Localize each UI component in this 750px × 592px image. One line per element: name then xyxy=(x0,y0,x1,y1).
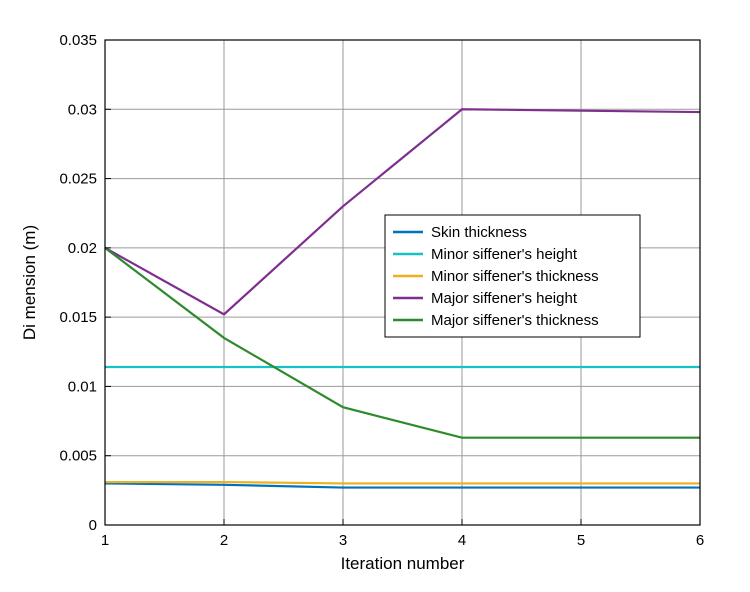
x-axis-label: Iteration number xyxy=(341,554,465,573)
x-tick-label: 6 xyxy=(696,532,704,549)
line-chart: 1 2 3 4 5 6 0 0.005 0.01 0.015 0.02 0.025 0.03 0.035 I… xyxy=(0,0,750,592)
y-tick-label: 0.025 xyxy=(59,171,97,188)
legend-label-2: Minor siffener's thickness xyxy=(431,268,599,285)
y-tick-label: 0.02 xyxy=(68,240,97,257)
y-tick-label: 0.015 xyxy=(59,309,97,326)
legend-label-0: Skin thickness xyxy=(431,224,527,241)
x-tick-label: 2 xyxy=(220,532,228,549)
legend-label-4: Major siffener's thickness xyxy=(431,312,599,329)
x-tick-label: 1 xyxy=(101,532,109,549)
x-tick-label: 3 xyxy=(339,532,347,549)
y-tick-label: 0 xyxy=(89,517,97,534)
y-axis-label: Di mension (m) xyxy=(20,225,39,340)
y-tick-label: 0.03 xyxy=(68,101,97,118)
y-tick-label: 0.01 xyxy=(68,378,97,395)
y-tick-label: 0.005 xyxy=(59,448,97,465)
y-tick-label: 0.035 xyxy=(59,32,97,49)
chart-container: 1 2 3 4 5 6 0 0.005 0.01 0.015 0.02 0.025 0.03 0.035 I… xyxy=(0,0,750,592)
legend-label-1: Minor siffener's height xyxy=(431,246,578,263)
x-tick-label: 4 xyxy=(458,532,466,549)
x-tick-label: 5 xyxy=(577,532,585,549)
legend-label-3: Major siffener's height xyxy=(431,290,578,307)
